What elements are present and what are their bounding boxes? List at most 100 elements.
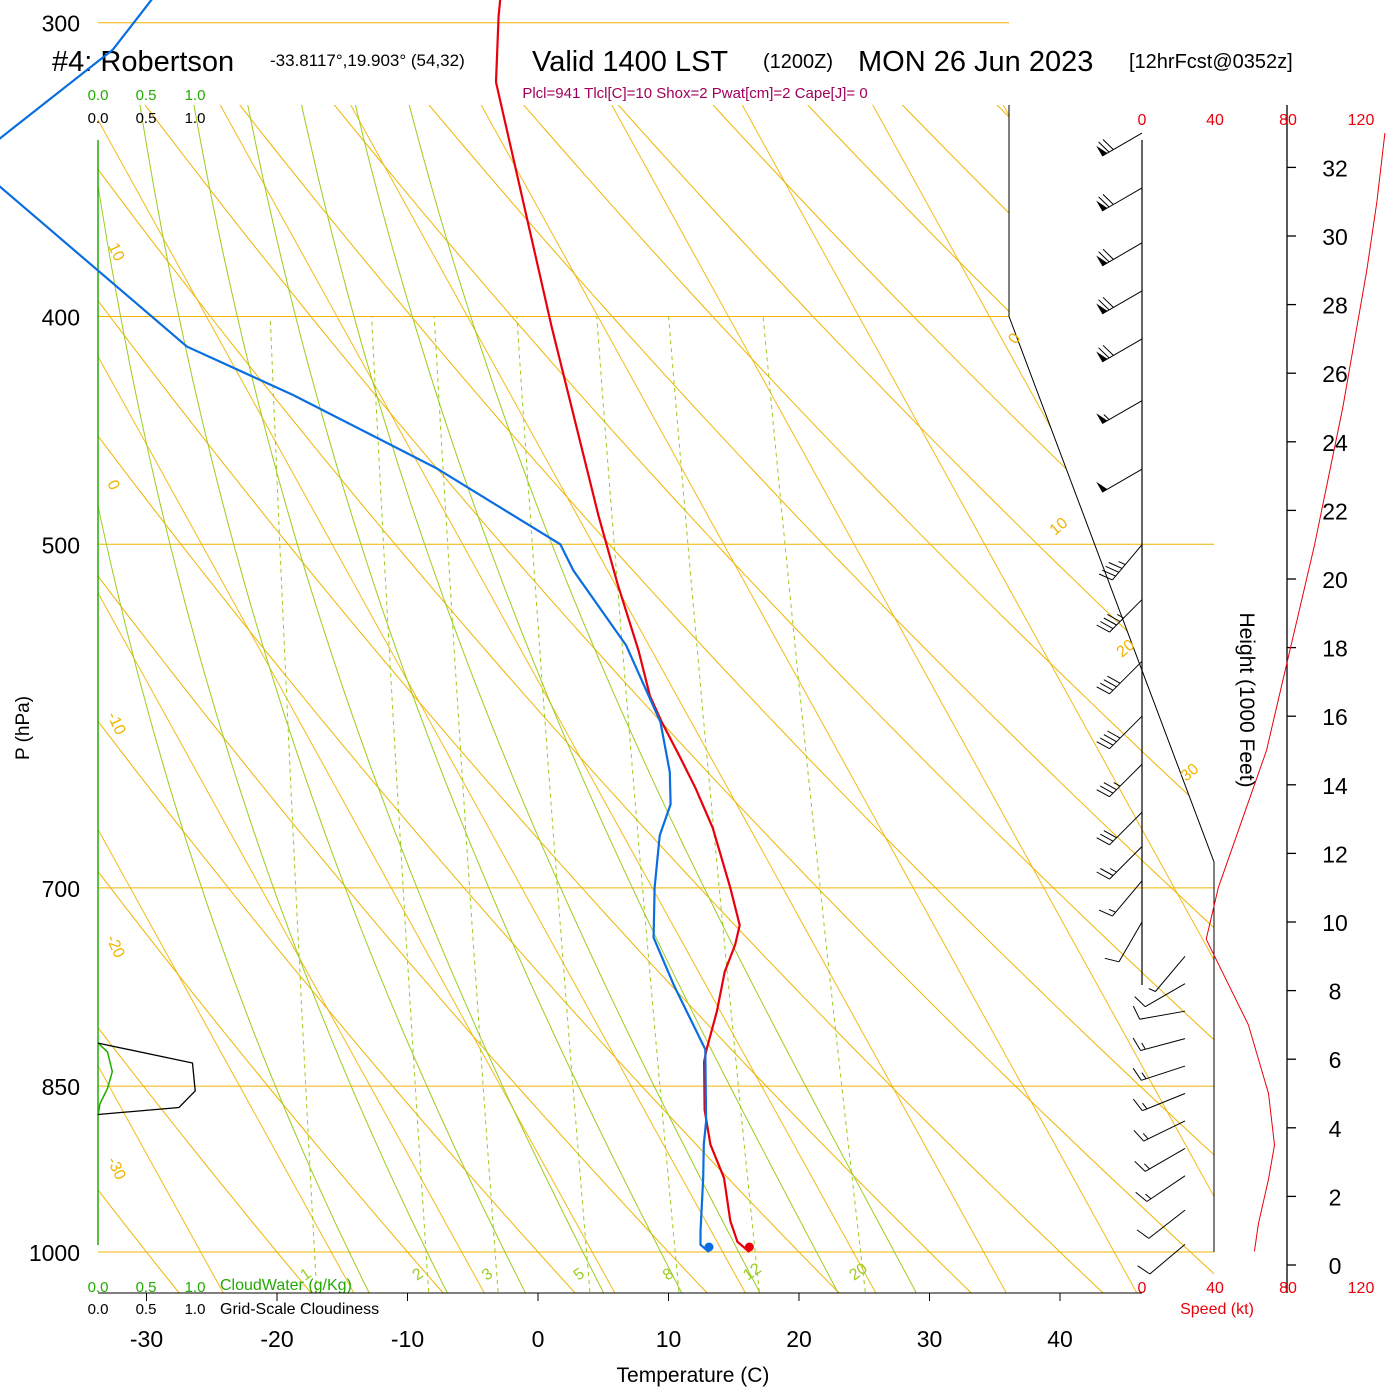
wind-barb-feather xyxy=(1134,996,1146,1008)
wind-barb-feather xyxy=(1098,196,1110,208)
wind-barb-flag xyxy=(1096,145,1108,157)
wind-barb-half-feather xyxy=(1143,1163,1150,1170)
cloud-water-tick-bottom: 1.0 xyxy=(185,1279,206,1296)
wind-barb-feather xyxy=(1103,830,1117,839)
wind-barb-half-feather xyxy=(1117,613,1124,619)
isotherm-line xyxy=(98,105,255,1293)
sounding-profiles xyxy=(0,0,754,1253)
dry-adiabat-line xyxy=(98,105,494,1293)
height-tick-label: 32 xyxy=(1322,155,1348,181)
wind-barb-feather xyxy=(1136,1229,1150,1239)
wind-barb-half-feather xyxy=(1148,988,1156,992)
moist-adiabat-line xyxy=(244,105,790,1293)
wind-barb-feather xyxy=(1108,562,1123,569)
wind-barb-shaft xyxy=(1112,880,1143,917)
wind-barb-shaft xyxy=(1109,715,1143,750)
wind-barb-feather xyxy=(1098,909,1113,917)
wind-barb-feather xyxy=(1098,573,1113,581)
height-tick-label: 4 xyxy=(1329,1116,1342,1142)
wind-barb-shaft xyxy=(1101,468,1143,493)
wind-barb-feather xyxy=(1107,730,1121,739)
height-tick-label: 16 xyxy=(1322,704,1348,730)
mixing-ratio-label: 3 xyxy=(479,1265,496,1284)
speed-tick-bottom: 0 xyxy=(1138,1280,1147,1297)
wind-barb-half-feather xyxy=(1108,908,1116,913)
wind-barb-feather xyxy=(1096,871,1110,880)
moist-adiabat-line xyxy=(292,105,869,1293)
wind-barb-feather xyxy=(1096,837,1110,846)
wind-barb-feather xyxy=(1100,621,1114,630)
x-tick-label: -10 xyxy=(391,1326,424,1352)
wind-speed-line xyxy=(1205,133,1386,1252)
wind-barb-feather xyxy=(1098,251,1110,263)
moist-adiabat-line xyxy=(196,105,712,1293)
wind-barb-half-feather xyxy=(1142,1102,1148,1110)
pressure-tick-label: 700 xyxy=(42,876,80,902)
wind-barb-feather xyxy=(1098,299,1110,311)
wind-barb-feather xyxy=(1100,868,1114,876)
pressure-tick-label: 400 xyxy=(42,304,80,330)
wind-barb-feather xyxy=(1133,1129,1145,1142)
dry-adiabat-label: 0 xyxy=(103,478,122,493)
valid-time: Valid 1400 LST xyxy=(532,46,728,78)
isotherm-line xyxy=(98,105,908,1293)
wind-barb-feather xyxy=(1098,141,1110,153)
plot-frame xyxy=(1008,105,1215,1252)
mixing-ratio-line xyxy=(762,316,866,1293)
wind-barb-feather xyxy=(1103,617,1117,626)
height-axis-title: Height (1000 Feet) xyxy=(1235,612,1258,787)
dry-adiabat-line xyxy=(354,105,1214,1293)
dry-adiabat-line xyxy=(181,105,1214,1293)
cloud-water-tick-top: 0.0 xyxy=(88,87,109,104)
wind-barb-feather xyxy=(1133,1098,1143,1112)
dry-adiabat-line xyxy=(98,105,1214,1293)
cloudiness-tick-top: 1.0 xyxy=(185,110,206,127)
wind-barb-flag xyxy=(1096,351,1108,362)
wind-barb-feather xyxy=(1100,785,1114,794)
wind-barb-feather xyxy=(1100,737,1114,746)
wind-barb-feather xyxy=(1104,957,1120,963)
y-axis-title: P (hPa) xyxy=(13,696,34,760)
x-tick-label: 40 xyxy=(1047,1326,1073,1352)
isobar-lines xyxy=(98,22,1214,1253)
wind-barb-feather xyxy=(1102,344,1114,356)
isotherm-line xyxy=(570,105,1214,1293)
cloud-water-line xyxy=(97,1042,114,1116)
isotherm-line xyxy=(701,105,1214,1293)
moist-adiabat-line xyxy=(98,105,477,1293)
wind-barb-feather xyxy=(1135,1191,1148,1202)
speed-tick-top: 120 xyxy=(1348,112,1375,129)
height-tick-label: 26 xyxy=(1322,361,1348,387)
height-tick-label: 10 xyxy=(1322,910,1348,936)
mixing-ratio-line xyxy=(596,316,680,1293)
valid-zulu: (1200Z) xyxy=(763,51,833,73)
mixing-ratio-line xyxy=(371,316,430,1293)
wind-barb-shaft xyxy=(1101,400,1143,425)
height-tick-label: 8 xyxy=(1329,979,1342,1005)
dry-adiabat-line xyxy=(98,105,225,1293)
cloudiness-tick-bottom: 1.0 xyxy=(185,1301,206,1318)
wind-barb-shaft xyxy=(1142,1093,1186,1112)
wind-barb-feather xyxy=(1132,1005,1141,1020)
wind-barb-shaft xyxy=(1144,983,1186,1008)
dewpoint-line xyxy=(0,0,710,1253)
isotherm-line xyxy=(98,105,386,1293)
dry-adiabat-label: 30 xyxy=(1178,761,1203,786)
wind-barb-flag xyxy=(1096,303,1108,314)
height-tick-label: 18 xyxy=(1322,636,1348,662)
height-tick-label: 0 xyxy=(1329,1253,1342,1279)
mixing-ratio-line xyxy=(668,316,760,1293)
wind-barb-feather xyxy=(1107,613,1121,622)
wind-barb-half-feather xyxy=(1109,868,1117,873)
mixing-ratio-line xyxy=(516,316,591,1293)
dry-adiabat-line xyxy=(268,105,1214,1293)
wind-barb-feather xyxy=(1096,624,1110,633)
wind-barb-feather xyxy=(1103,734,1117,743)
dry-adiabat-line xyxy=(615,105,1214,1293)
mixing-ratio-line xyxy=(433,316,499,1293)
mixing-ratio-label: 5 xyxy=(571,1265,588,1284)
isotherm-line xyxy=(179,105,1038,1293)
wind-barb-flag xyxy=(1096,255,1108,266)
cloud-water-tick-top: 0.5 xyxy=(136,87,157,104)
wind-barb-shaft xyxy=(1140,1038,1186,1051)
